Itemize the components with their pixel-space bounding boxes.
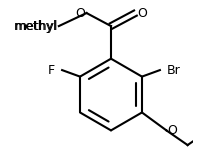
Text: methyl: methyl xyxy=(14,20,57,33)
Text: O: O xyxy=(75,7,85,20)
Text: methyl: methyl xyxy=(15,20,59,33)
Text: Br: Br xyxy=(167,64,181,77)
Text: F: F xyxy=(48,64,55,77)
Text: O: O xyxy=(167,124,177,137)
Text: O: O xyxy=(137,7,147,20)
